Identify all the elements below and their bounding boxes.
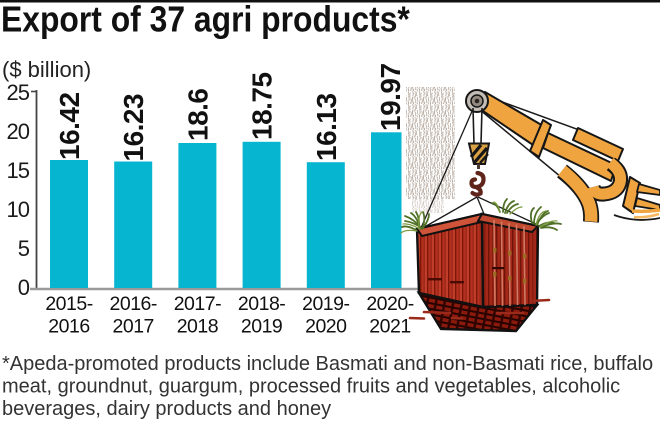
svg-text:10: 10 xyxy=(7,197,30,222)
svg-text:25: 25 xyxy=(7,80,30,105)
svg-text:2015-: 2015- xyxy=(45,293,92,315)
svg-text:2018-: 2018- xyxy=(238,293,285,315)
svg-text:beverages, dairy products and: beverages, dairy products and honey xyxy=(2,398,331,420)
svg-text:5: 5 xyxy=(18,236,30,261)
svg-text:*Apeda-promoted products inclu: *Apeda-promoted products include Basmati… xyxy=(2,353,653,375)
svg-text:18.75: 18.75 xyxy=(247,72,278,140)
svg-text:2018: 2018 xyxy=(177,316,218,338)
svg-text:Export of 37 agri products*: Export of 37 agri products* xyxy=(1,0,411,40)
svg-text:2016: 2016 xyxy=(48,316,89,338)
svg-text:2016-: 2016- xyxy=(110,293,157,315)
svg-text:meat, groundnut, guargum, proc: meat, groundnut, guargum, processed frui… xyxy=(2,376,620,398)
svg-text:2020-: 2020- xyxy=(366,293,413,315)
svg-text:($ billion): ($ billion) xyxy=(2,57,91,82)
svg-text:2017: 2017 xyxy=(113,316,154,338)
svg-text:2020: 2020 xyxy=(305,316,347,338)
svg-text:20: 20 xyxy=(7,119,30,144)
svg-text:16.13: 16.13 xyxy=(311,93,342,161)
svg-text:2017-: 2017- xyxy=(174,293,221,315)
svg-text:16.42: 16.42 xyxy=(54,92,85,160)
svg-text:0: 0 xyxy=(18,275,30,300)
svg-text:16.23: 16.23 xyxy=(118,94,149,162)
svg-text:2021: 2021 xyxy=(369,316,410,338)
svg-text:2019-: 2019- xyxy=(302,293,349,315)
svg-text:18.6: 18.6 xyxy=(182,89,213,142)
svg-text:15: 15 xyxy=(7,158,30,183)
svg-text:19.97: 19.97 xyxy=(375,63,406,131)
svg-text:2019: 2019 xyxy=(241,316,282,338)
